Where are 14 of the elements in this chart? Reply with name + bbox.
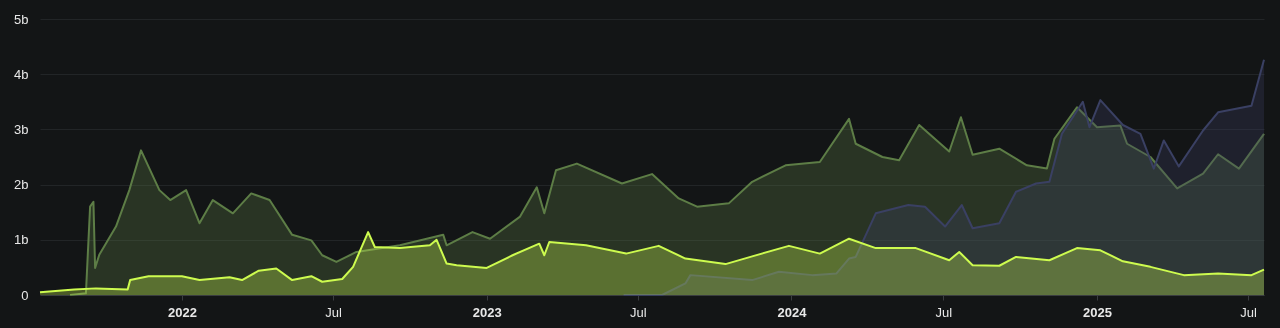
x-tick-label: Jul: [935, 304, 953, 320]
x-tick-label: 2022: [167, 304, 197, 320]
x-tick-label: Jul: [1240, 304, 1258, 320]
y-tick-label: 5b: [14, 11, 29, 27]
x-tick-label: 2023: [472, 304, 502, 320]
y-tick-label: 3b: [14, 121, 29, 137]
y-tick-label: 0: [21, 287, 29, 303]
x-tick-label: Jul: [629, 304, 647, 320]
y-tick-label: 2b: [14, 177, 29, 193]
y-tick-label: 1b: [14, 232, 29, 248]
y-tick-label: 4b: [14, 66, 29, 82]
x-tick-label: 2025: [1083, 304, 1112, 320]
x-tick-label: Jul: [325, 304, 342, 320]
x-tick-label: 2024: [777, 304, 808, 320]
